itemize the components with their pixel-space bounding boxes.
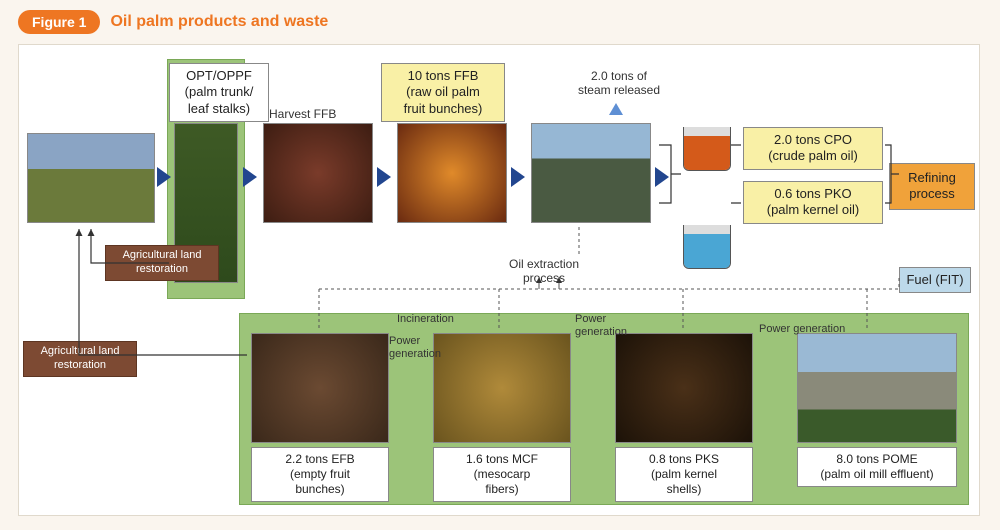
efb-caption: 2.2 tons EFB(empty fruitbunches) bbox=[251, 447, 389, 502]
steam-arrow-icon bbox=[609, 103, 623, 115]
powergen-label-pks: Power generation bbox=[759, 323, 869, 336]
flow-arrow-icon bbox=[655, 167, 669, 187]
refining-process-box: Refining process bbox=[889, 163, 975, 210]
flow-arrow-icon bbox=[157, 167, 171, 187]
fuel-fit-box: Fuel (FIT) bbox=[899, 267, 971, 293]
photo-fruit-cut bbox=[397, 123, 507, 223]
ffb-quantity-box: 10 tons FFB(raw oil palmfruit bunches) bbox=[381, 63, 505, 122]
pko-beaker-icon bbox=[683, 225, 731, 269]
opt-oppf-box: OPT/OPPF(palm trunk/leaf stalks) bbox=[169, 63, 269, 122]
figure-title: Oil palm products and waste bbox=[110, 13, 328, 31]
flow-arrow-icon bbox=[511, 167, 525, 187]
photo-pks bbox=[615, 333, 753, 443]
cpo-box: 2.0 tons CPO(crude palm oil) bbox=[743, 127, 883, 170]
flow-arrow-icon bbox=[377, 167, 391, 187]
pks-caption: 0.8 tons PKS(palm kernelshells) bbox=[615, 447, 753, 502]
oil-extraction-label: Oil extractionprocess bbox=[489, 257, 599, 286]
powergen-label-efb: Powergeneration bbox=[389, 335, 459, 361]
photo-mill bbox=[531, 123, 651, 223]
pko-box: 0.6 tons PKO(palm kernel oil) bbox=[743, 181, 883, 224]
pome-caption: 8.0 tons POME(palm oil mill effluent) bbox=[797, 447, 957, 487]
flow-arrow-icon bbox=[243, 167, 257, 187]
photo-plantation-cleared bbox=[27, 133, 155, 223]
incineration-label: Incineration bbox=[397, 313, 469, 326]
figure-number-badge: Figure 1 bbox=[18, 10, 100, 34]
steam-released-label: 2.0 tons ofsteam released bbox=[559, 69, 679, 98]
agland-restoration-label-bottom: Agricultural landrestoration bbox=[23, 341, 137, 377]
photo-efb bbox=[251, 333, 389, 443]
powergen-label-mcf: Powergeneration bbox=[575, 313, 645, 339]
figure-header: Figure 1 Oil palm products and waste bbox=[0, 0, 1000, 34]
mcf-caption: 1.6 tons MCF(mesocarpfibers) bbox=[433, 447, 571, 502]
diagram-canvas: 2.0 tons ofsteam released OPT/OPPF(palm … bbox=[18, 44, 980, 516]
photo-pome-pond bbox=[797, 333, 957, 443]
harvest-ffb-label: Harvest FFB bbox=[269, 107, 359, 121]
photo-ffb-harvest bbox=[263, 123, 373, 223]
cpo-beaker-icon bbox=[683, 127, 731, 171]
agland-restoration-label-top: Agricultural landrestoration bbox=[105, 245, 219, 281]
